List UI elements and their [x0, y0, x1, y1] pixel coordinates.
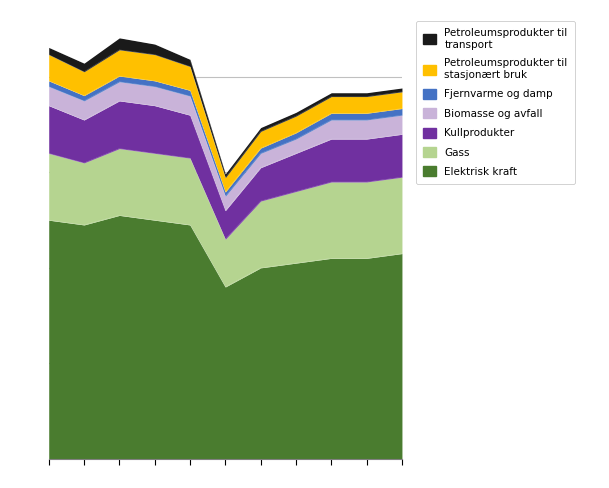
Legend: Petroleumsprodukter til
transport, Petroleumsprodukter til
stasjonært bruk, Fjer: Petroleumsprodukter til transport, Petro… — [416, 20, 575, 184]
